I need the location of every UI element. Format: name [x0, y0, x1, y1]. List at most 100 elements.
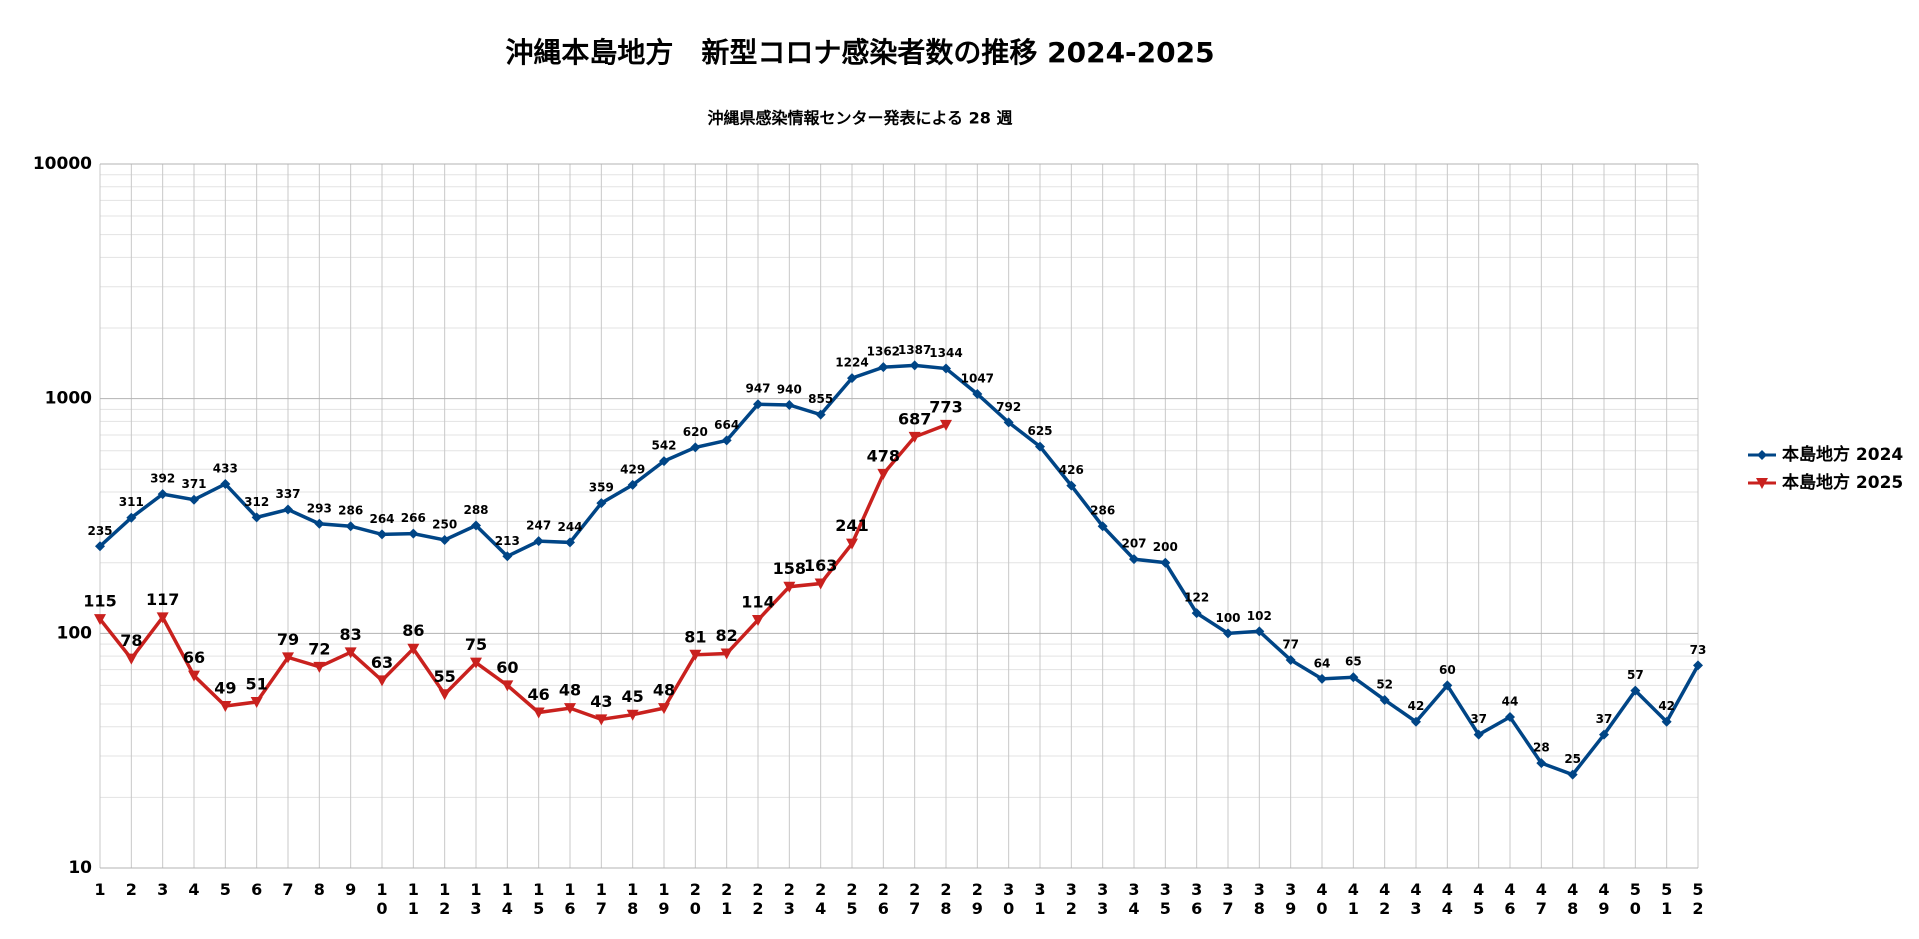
- y-tick-label: 10000: [33, 154, 92, 174]
- marker: [377, 529, 387, 540]
- data-label: 55: [434, 667, 456, 686]
- marker: [909, 360, 920, 371]
- data-label: 77: [1282, 637, 1299, 651]
- marker: [1599, 729, 1609, 740]
- data-label: 288: [463, 503, 488, 517]
- marker: [626, 709, 639, 721]
- series-line: [98, 423, 947, 722]
- marker: [940, 419, 952, 431]
- marker: [189, 494, 199, 505]
- marker: [1160, 557, 1171, 568]
- marker: [564, 703, 576, 715]
- data-label: 43: [590, 692, 612, 711]
- marker: [941, 363, 951, 374]
- data-label: 250: [432, 517, 457, 531]
- marker: [344, 647, 357, 659]
- x-tick-label: 9: [345, 880, 356, 899]
- data-label: 78: [120, 631, 142, 650]
- marker: [847, 373, 857, 384]
- data-label: 115: [83, 592, 116, 611]
- marker: [345, 521, 356, 532]
- marker: [1693, 660, 1703, 671]
- data-label: 247: [526, 519, 551, 533]
- marker: [1630, 685, 1641, 696]
- marker: [376, 675, 388, 687]
- data-label: 241: [835, 516, 868, 535]
- data-label: 122: [1184, 591, 1209, 605]
- data-label: 200: [1153, 540, 1178, 554]
- marker: [1473, 729, 1484, 740]
- data-label: 264: [369, 512, 394, 526]
- data-label: 117: [146, 590, 179, 609]
- marker: [471, 520, 481, 531]
- marker: [1066, 480, 1077, 491]
- x-tick-label: 4: [188, 880, 199, 899]
- data-label: 79: [277, 630, 299, 649]
- data-label: 1047: [961, 371, 994, 385]
- marker: [846, 538, 858, 550]
- data-label: 792: [996, 400, 1021, 414]
- x-tick-label: 5: [220, 880, 231, 899]
- marker: [752, 614, 764, 626]
- marker: [1097, 521, 1108, 532]
- data-label: 37: [1470, 712, 1487, 726]
- data-label: 235: [87, 524, 112, 538]
- chart-title: 沖縄本島地方 新型コロナ感染者数の推移 2024-2025: [505, 36, 1214, 69]
- y-tick-label: 1000: [45, 389, 92, 409]
- marker: [220, 478, 231, 489]
- data-label: 286: [1090, 504, 1115, 518]
- marker: [314, 518, 325, 529]
- data-label: 42: [1658, 699, 1675, 713]
- marker: [1536, 758, 1547, 769]
- data-label: 1387: [898, 343, 931, 357]
- marker: [1223, 628, 1233, 639]
- data-label: 429: [620, 462, 645, 476]
- marker: [595, 714, 608, 726]
- data-label: 158: [773, 559, 806, 578]
- x-tick-label: 8: [314, 880, 325, 899]
- data-label: 311: [119, 495, 144, 509]
- marker: [313, 661, 326, 673]
- data-label: 114: [741, 592, 774, 611]
- marker: [1757, 450, 1767, 460]
- data-label: 392: [150, 472, 175, 486]
- data-label: 73: [1690, 643, 1707, 657]
- data-label: 46: [528, 685, 550, 704]
- marker: [596, 498, 607, 509]
- data-label: 81: [684, 627, 706, 646]
- data-label: 625: [1027, 424, 1052, 438]
- marker: [1254, 626, 1265, 637]
- data-label: 426: [1059, 463, 1084, 477]
- marker: [658, 703, 670, 715]
- data-label: 1362: [867, 345, 900, 359]
- marker: [1285, 654, 1296, 665]
- marker: [438, 689, 451, 701]
- data-label: 433: [213, 461, 238, 475]
- marker: [1317, 673, 1327, 684]
- data-label: 266: [401, 511, 426, 525]
- data-label: 940: [777, 382, 802, 396]
- marker: [188, 670, 200, 682]
- marker: [1191, 608, 1202, 619]
- data-label: 45: [622, 687, 644, 706]
- marker: [126, 512, 137, 523]
- data-label: 213: [495, 534, 520, 548]
- marker: [501, 680, 514, 692]
- x-tick-label: 2: [126, 880, 137, 899]
- marker: [532, 707, 545, 719]
- marker: [125, 653, 138, 665]
